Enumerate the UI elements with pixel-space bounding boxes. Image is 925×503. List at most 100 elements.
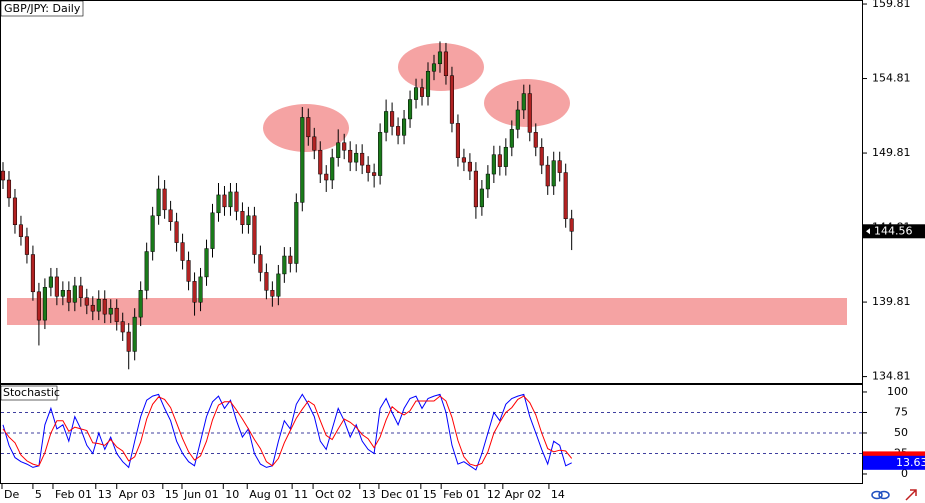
y-tick-label: 139.81 (872, 295, 911, 308)
x-tick-label: De (4, 488, 19, 501)
candle-body (372, 172, 377, 176)
current-price-box (863, 224, 925, 239)
candle-body (431, 63, 437, 72)
candle-body (204, 248, 209, 278)
candle-body (425, 70, 431, 97)
x-tick-label: 12 (487, 488, 501, 501)
value-box (863, 455, 925, 470)
candle-body (497, 154, 502, 167)
candle-body (533, 132, 538, 148)
candle-body (479, 188, 484, 208)
candle-body (342, 142, 347, 151)
x-tick-label: Feb 01 (55, 488, 92, 501)
pivot-highlight (263, 104, 349, 152)
candle-body (6, 179, 12, 199)
x-tick-label: Oct 02 (315, 488, 352, 501)
y-tick-label: 159.81 (872, 0, 911, 10)
candle-body (563, 172, 568, 220)
candle-body (240, 211, 245, 225)
candle-body (174, 221, 179, 243)
candle-body (360, 152, 365, 166)
candle-body (12, 197, 18, 225)
candle-body (348, 149, 353, 163)
toolbar-icons[interactable] (871, 489, 917, 501)
candle-body (186, 260, 191, 282)
x-tick-label: 15 (165, 488, 179, 501)
candle-body (90, 304, 95, 312)
x-tick-label: 13 (362, 488, 376, 501)
sync-icon[interactable] (871, 490, 883, 500)
candle-body (168, 209, 173, 223)
candle-body (569, 218, 574, 232)
candle-body (485, 173, 490, 190)
candle-body (288, 255, 293, 264)
x-tick-label: 13 (98, 488, 112, 501)
candle-body (443, 51, 449, 76)
arrow-icon[interactable] (905, 489, 917, 501)
candle-body (180, 242, 185, 261)
x-tick-label: 10 (225, 488, 239, 501)
sync-icon[interactable] (878, 490, 890, 500)
candle-body (54, 276, 59, 297)
candle-body (300, 117, 305, 203)
x-tick-label: Apr 02 (505, 488, 542, 501)
candle-body (455, 123, 460, 158)
x-tick-label: Dec 01 (381, 488, 420, 501)
candle-body (60, 290, 65, 297)
candle-body (336, 142, 341, 158)
indicator-title: Stochastic (3, 386, 60, 399)
candle-body (437, 51, 443, 65)
candle-body (198, 276, 203, 303)
candle-body (527, 93, 532, 133)
candle-body (138, 290, 143, 318)
candle-body (473, 170, 478, 208)
x-tick-label: Jun 01 (183, 488, 219, 501)
candle-body (48, 276, 53, 288)
candle-body (210, 212, 215, 249)
x-tick-label: Aug 01 (249, 488, 288, 501)
price-pane-border (0, 0, 863, 384)
y-tick-label: 75 (894, 405, 908, 418)
candle-body (24, 236, 29, 255)
candle-body (312, 136, 317, 151)
candle-body (246, 215, 251, 225)
candle-body (557, 160, 562, 173)
support-zone (7, 298, 847, 325)
candle-body (491, 154, 496, 175)
candle-body (378, 132, 383, 176)
candle-body (366, 164, 371, 173)
candle-body (306, 117, 311, 138)
candle-body (413, 87, 419, 100)
candle-body (503, 146, 508, 167)
candle-body (144, 251, 149, 291)
pivot-highlight (398, 43, 484, 91)
candle-body (42, 287, 47, 321)
plot-area (0, 41, 574, 370)
candle-body (126, 331, 131, 352)
candle-body (72, 285, 77, 303)
current-price-arrow (866, 228, 870, 235)
x-tick-label: 15 (423, 488, 437, 501)
candle-body (461, 157, 466, 163)
candle-body (294, 202, 299, 264)
candle-body (270, 290, 275, 297)
candle-body (402, 118, 407, 136)
candle-body (18, 224, 24, 237)
chart-title: GBP/JPY: Daily (4, 2, 81, 15)
candle-body (192, 281, 197, 303)
candle-body (318, 149, 323, 175)
candle-body (449, 75, 455, 124)
candle-body (162, 188, 167, 211)
candle-body (228, 191, 233, 208)
x-tick-label: 11 (294, 488, 308, 501)
current-price-label: 144.56 (874, 224, 913, 237)
candle-body (390, 111, 395, 127)
y-tick-label: 134.81 (872, 370, 911, 383)
y-tick-label: 149.81 (872, 146, 911, 159)
stochastic-line (2, 393, 572, 471)
candle-body (156, 188, 161, 217)
pivot-highlight (484, 79, 570, 127)
value-box-label: 13.63 (896, 456, 925, 469)
candle-body (282, 255, 287, 275)
